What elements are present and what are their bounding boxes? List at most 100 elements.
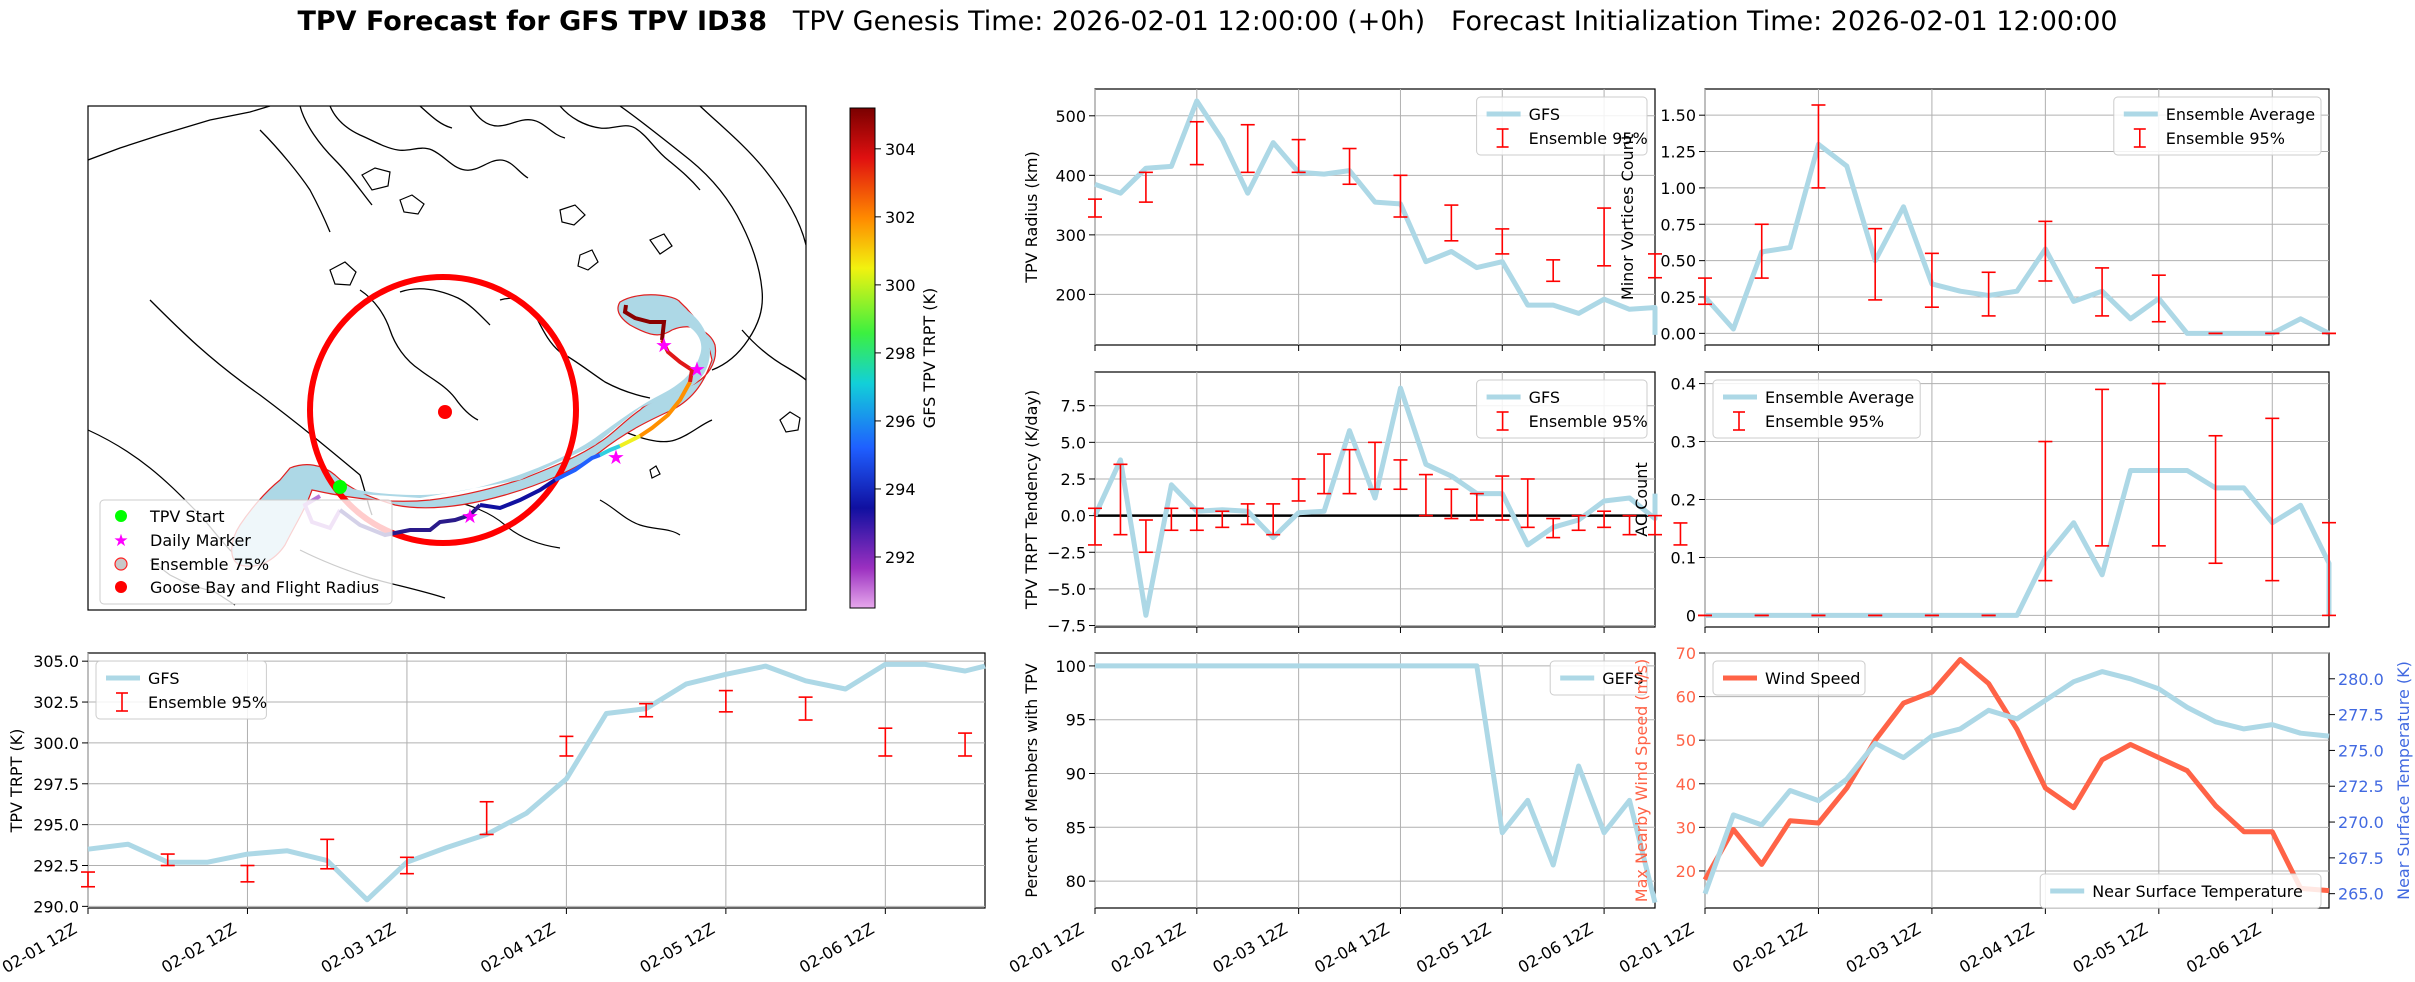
radius-ytick-label-0: 200 bbox=[1055, 285, 1086, 304]
wind_temp-ylabel: Max Nearby Wind Speed (m/s) bbox=[1632, 659, 1651, 902]
trpt-plot: 02-01 12Z 02-02 12Z 02-03 12Z 02-04 12Z 02-0… bbox=[0, 652, 986, 977]
colorbar-gradient bbox=[849, 107, 876, 609]
wind_temp-xtick-label-3: 02-04 12Z bbox=[1956, 919, 2037, 977]
trpt-ylabel: TPV TRPT (K) bbox=[7, 729, 26, 834]
tendency-ytick-label-0: −7.5 bbox=[1047, 617, 1086, 636]
minor-plot: 0.00 0.25 0.50 0.75 1.00 1.25 1.50 Minor Vortic… bbox=[1618, 89, 2336, 351]
wind_temp-y2tick-label-1: 267.5 bbox=[2338, 849, 2384, 868]
panel-wind-temp: 02-01 12Z 02-02 12Z 02-03 12Z 02-04 12Z 02-0… bbox=[1616, 644, 2413, 977]
members-xtick-label-5: 02-06 12Z bbox=[1515, 919, 1596, 977]
tendency-ytick-label-5: 5.0 bbox=[1061, 433, 1086, 452]
figure-title: TPV Forecast for GFS TPV ID38 TPV Genesi… bbox=[0, 6, 2415, 37]
figure-title-genesis: TPV Genesis Time: 2026-02-01 12:00:00 (+… bbox=[792, 6, 1426, 37]
panel-trpt: 02-01 12Z 02-02 12Z 02-03 12Z 02-04 12Z 02-0… bbox=[0, 652, 986, 977]
trpt-ytick-label-3: 297.5 bbox=[33, 775, 79, 794]
legend-goose-bay: Goose Bay and Flight Radius bbox=[150, 578, 379, 597]
trpt-ytick-label-5: 302.5 bbox=[33, 693, 79, 712]
members-legend-label-0: GEFS bbox=[1602, 669, 1644, 688]
trpt-xtick-label-3: 02-04 12Z bbox=[477, 919, 558, 977]
wind_temp-y2tick-label-2: 270.0 bbox=[2338, 813, 2384, 832]
trpt-xtick-label-1: 02-02 12Z bbox=[158, 919, 239, 977]
ac-legend-box bbox=[1712, 379, 1921, 439]
legend-tpv-start-icon bbox=[115, 510, 127, 522]
trpt-xtick-label-2: 02-03 12Z bbox=[318, 919, 399, 977]
radius-ytick-label-2: 400 bbox=[1055, 166, 1086, 185]
minor-ytick-label-0: 0.00 bbox=[1660, 324, 1696, 343]
radius-plot: 200 300 400 500 TPV Radius (km) GFS Ensemble 9… bbox=[1022, 89, 1662, 351]
tendency-legend-label-1: Ensemble 95% bbox=[1529, 412, 1648, 431]
trpt-ytick-label-2: 295.0 bbox=[33, 816, 79, 835]
minor-ytick-label-4: 1.00 bbox=[1660, 179, 1696, 198]
ac-ylabel: AC Count bbox=[1632, 462, 1651, 536]
trpt-xtick-label-0: 02-01 12Z bbox=[0, 919, 80, 977]
wind_temp-y2tick-label-5: 277.5 bbox=[2338, 706, 2384, 725]
minor-ytick-label-5: 1.25 bbox=[1660, 143, 1696, 162]
map-panel: ★ ★ ★ ★ TPV Start ★ Daily Marker Ensembl… bbox=[87, 105, 939, 611]
wind_temp-series-1 bbox=[1702, 669, 2330, 895]
radius-ylabel: TPV Radius (km) bbox=[1022, 151, 1041, 284]
daily-marker-2: ★ bbox=[607, 445, 625, 469]
colorbar: 292 294 296 298 300 302 304 GFS TPV TRPT (K) bbox=[849, 107, 939, 609]
daily-marker-1: ★ bbox=[461, 504, 479, 528]
wind_temp-legend-box bbox=[1712, 660, 1866, 696]
ac-ytick-label-2: 0.2 bbox=[1671, 491, 1696, 510]
members-series-0 bbox=[1095, 663, 1658, 904]
members-xtick-label-0: 02-01 12Z bbox=[1006, 919, 1087, 977]
trpt-legend-label-1: Ensemble 95% bbox=[148, 693, 267, 712]
members-ytick-label-1: 85 bbox=[1066, 818, 1086, 837]
wind_temp-legend2-label-0: Near Surface Temperature bbox=[2092, 882, 2303, 901]
wind_temp-xtick-label-2: 02-03 12Z bbox=[1843, 919, 1924, 977]
ac-ytick-label-1: 0.1 bbox=[1671, 548, 1696, 567]
tendency-ytick-label-6: 7.5 bbox=[1061, 397, 1086, 416]
tendency-ytick-label-4: 2.5 bbox=[1061, 470, 1086, 489]
trpt-ytick-label-4: 300.0 bbox=[33, 734, 79, 753]
members-plot: 02-01 12Z 02-02 12Z 02-03 12Z 02-04 12Z 02-0… bbox=[1006, 653, 1658, 977]
trpt-xtick-label-4: 02-05 12Z bbox=[637, 919, 718, 977]
trpt-ytick-label-6: 305.0 bbox=[33, 652, 79, 671]
trpt-xtick-label-5: 02-06 12Z bbox=[796, 919, 877, 977]
members-ytick-label-2: 90 bbox=[1066, 765, 1086, 784]
members-ytick-label-3: 95 bbox=[1066, 711, 1086, 730]
wind_temp-ytick-label-5: 70 bbox=[1676, 644, 1696, 663]
legend-daily-marker-icon: ★ bbox=[113, 531, 128, 551]
tendency-legend-label-0: GFS bbox=[1529, 388, 1560, 407]
members-xtick-label-1: 02-02 12Z bbox=[1108, 919, 1189, 977]
map-coastline-islands bbox=[329, 167, 673, 286]
tendency-series-0 bbox=[1092, 385, 1658, 618]
legend-goose-bay-icon bbox=[115, 581, 127, 593]
tpv-track-seg-4 bbox=[554, 453, 601, 482]
wind_temp-ytick-label-0: 20 bbox=[1676, 862, 1696, 881]
map-coastline-iceland bbox=[649, 411, 801, 479]
minor-ytick-label-1: 0.25 bbox=[1660, 288, 1696, 307]
wind_temp-xtick-label-1: 02-02 12Z bbox=[1729, 919, 1810, 977]
minor-legend-label-1: Ensemble 95% bbox=[2166, 129, 2285, 148]
radius-legend-label-0: GFS bbox=[1529, 105, 1560, 124]
ac-ytick-label-0: 0 bbox=[1686, 606, 1696, 625]
wind_temp-y2tick-label-4: 275.0 bbox=[2338, 741, 2384, 760]
panel-members: 02-01 12Z 02-02 12Z 02-03 12Z 02-04 12Z 02-0… bbox=[1006, 652, 1658, 977]
wind_temp-y2label: Near Surface Temperature (K) bbox=[2394, 661, 2413, 900]
tpv-track-seg-6 bbox=[619, 434, 641, 448]
wind_temp-y2tick-label-6: 280.0 bbox=[2338, 670, 2384, 689]
wind_temp-series-0 bbox=[1702, 657, 2330, 894]
goose-bay-marker bbox=[438, 405, 452, 419]
daily-marker-4: ★ bbox=[655, 333, 673, 357]
tendency-ytick-label-1: −5.0 bbox=[1047, 580, 1086, 599]
minor-ytick-label-6: 1.50 bbox=[1660, 106, 1696, 125]
colorbar-tick-label-1: 294 bbox=[885, 480, 916, 499]
tpv-track-seg-3 bbox=[479, 478, 557, 511]
radius-series-0 bbox=[1094, 98, 1658, 335]
tpv-track-seg-9 bbox=[622, 304, 667, 341]
panel-radius: 200 300 400 500 TPV Radius (km) GFS Ensemble 9… bbox=[1022, 88, 1662, 351]
colorbar-tick-label-5: 302 bbox=[885, 208, 916, 227]
wind-temp-plot: 02-01 12Z 02-02 12Z 02-03 12Z 02-04 12Z 02-0… bbox=[1616, 644, 2413, 977]
members-ytick-label-0: 80 bbox=[1066, 872, 1086, 891]
legend-ensemble-75: Ensemble 75% bbox=[150, 555, 269, 574]
radius-legend-label-1: Ensemble 95% bbox=[1529, 129, 1648, 148]
ac-legend-label-1: Ensemble 95% bbox=[1765, 412, 1884, 431]
ac-plot: 0 0.1 0.2 0.3 0.4 AC Count Ensemble Average Ens… bbox=[1632, 372, 2336, 633]
map-coastline-greenland bbox=[619, 106, 806, 381]
minor-legend-box bbox=[2113, 96, 2322, 156]
members-xtick-label-4: 02-05 12Z bbox=[1413, 919, 1494, 977]
